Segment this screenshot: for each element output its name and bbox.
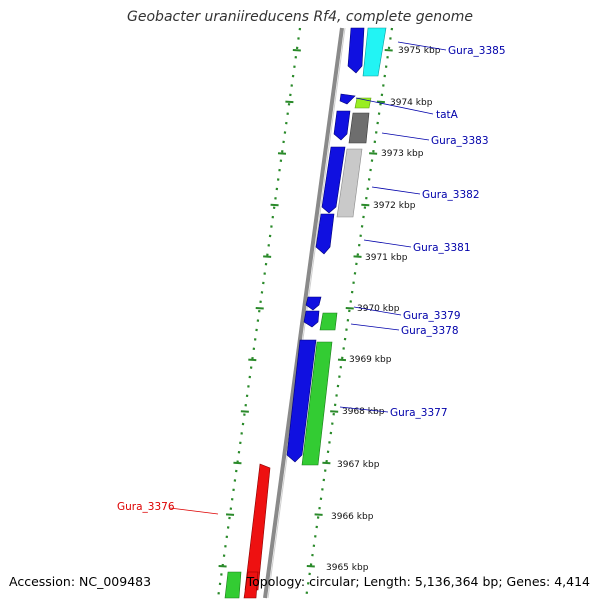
outer-tick-marks xyxy=(218,49,301,568)
gene-label-gura-3383[interactable]: Gura_3383 xyxy=(431,135,489,147)
gene-gura-3382[interactable] xyxy=(321,146,346,214)
gene-gura-3383-reverse[interactable] xyxy=(348,112,370,144)
gene-gura-3378-highlight[interactable] xyxy=(319,312,338,331)
gene-label-gura-3385[interactable]: Gura_3385 xyxy=(448,45,506,57)
tick-label-3969: 3969 kbp xyxy=(349,355,392,365)
inner-tick-dash xyxy=(330,410,339,413)
inner-tick-dash xyxy=(384,49,393,52)
backbone xyxy=(263,27,344,599)
tick-label-3968: 3968 kbp xyxy=(342,407,385,417)
tick-label-3974: 3974 kbp xyxy=(390,98,433,108)
tick-label-3967: 3967 kbp xyxy=(337,460,380,470)
inner-tick-dash xyxy=(376,100,385,104)
gene-label-gura-3381[interactable]: Gura_3381 xyxy=(413,242,471,254)
leader-gura-3382 xyxy=(371,186,421,195)
gene-gura-3378[interactable] xyxy=(303,310,320,328)
gene-gura-3381[interactable] xyxy=(315,213,335,255)
gene-green-partial[interactable] xyxy=(224,571,242,599)
gene-tata[interactable] xyxy=(339,93,356,105)
leader-gura-3379 xyxy=(353,306,402,316)
gene-gura-3385-highlight[interactable] xyxy=(362,27,387,77)
accession-label: Accession: NC_009483 xyxy=(9,574,152,589)
leader-gura-3385 xyxy=(397,41,447,51)
gene-gura-3376[interactable] xyxy=(244,463,271,591)
tick-label-3966: 3966 kbp xyxy=(331,512,374,522)
tick-label-3970: 3970 kbp xyxy=(357,304,400,314)
outer-tick-dash xyxy=(292,49,301,52)
gene-label-tata[interactable]: tatA xyxy=(436,109,459,121)
outer-tick-dash xyxy=(225,513,235,516)
tick-label-3965: 3965 kbp xyxy=(326,563,369,573)
outer-tick-dash xyxy=(255,307,264,310)
inner-tick-dash xyxy=(337,358,347,362)
gene-gura-3382-reverse[interactable] xyxy=(336,148,363,218)
outer-tick-dash xyxy=(248,358,257,362)
outer-tick-dash xyxy=(233,461,242,465)
outer-dotted-ring xyxy=(216,27,302,599)
inner-tick-dash xyxy=(361,203,370,207)
leader-gura-3376 xyxy=(169,507,219,515)
tick-label-3973: 3973 kbp xyxy=(381,149,424,159)
inner-dotted-ring xyxy=(304,27,394,599)
inner-tick-dash xyxy=(345,307,354,310)
leader-gura-3377 xyxy=(339,406,389,413)
gene-red-partial[interactable] xyxy=(243,571,259,599)
inner-tick-dash xyxy=(353,255,362,258)
inner-tick-marks xyxy=(306,49,393,568)
gene-gura-3379[interactable] xyxy=(305,296,322,311)
outer-tick-dash xyxy=(263,255,272,258)
gene-gura-3383[interactable] xyxy=(333,110,351,141)
tick-label-3975: 3975 kbp xyxy=(398,46,441,56)
outer-tick-dash xyxy=(285,100,294,104)
leader-gura-3381 xyxy=(363,239,412,248)
map-title: Geobacter uraniireducens Rf4, complete g… xyxy=(127,9,473,25)
leader-gura-3378 xyxy=(350,323,400,331)
gene-label-gura-3379[interactable]: Gura_3379 xyxy=(403,310,461,322)
outer-tick-dash xyxy=(270,203,279,207)
genome-summary: Topology: circular; Length: 5,136,364 bp… xyxy=(246,574,590,589)
inner-tick-dash xyxy=(314,513,323,516)
gene-label-gura-3378[interactable]: Gura_3378 xyxy=(401,325,459,337)
inner-tick-dash xyxy=(369,152,378,155)
inner-tick-dash xyxy=(322,461,331,465)
leader-gura-3383 xyxy=(381,132,430,141)
outer-tick-dash xyxy=(240,410,249,413)
gene-label-gura-3377[interactable]: Gura_3377 xyxy=(390,407,448,419)
gene-label-gura-3382[interactable]: Gura_3382 xyxy=(422,189,480,201)
tick-label-3971: 3971 kbp xyxy=(365,253,408,263)
gene-gura-3385[interactable] xyxy=(347,27,365,74)
tick-label-3972: 3972 kbp xyxy=(373,201,416,211)
gene-gura-3377[interactable] xyxy=(286,339,317,463)
inner-tick-dash xyxy=(306,565,315,568)
gene-label-gura-3376[interactable]: Gura_3376 xyxy=(117,501,175,513)
gene-gura-3377-highlight[interactable] xyxy=(301,341,333,466)
leader-tata xyxy=(355,97,434,115)
outer-tick-dash xyxy=(277,152,287,155)
outer-tick-dash xyxy=(218,565,227,568)
